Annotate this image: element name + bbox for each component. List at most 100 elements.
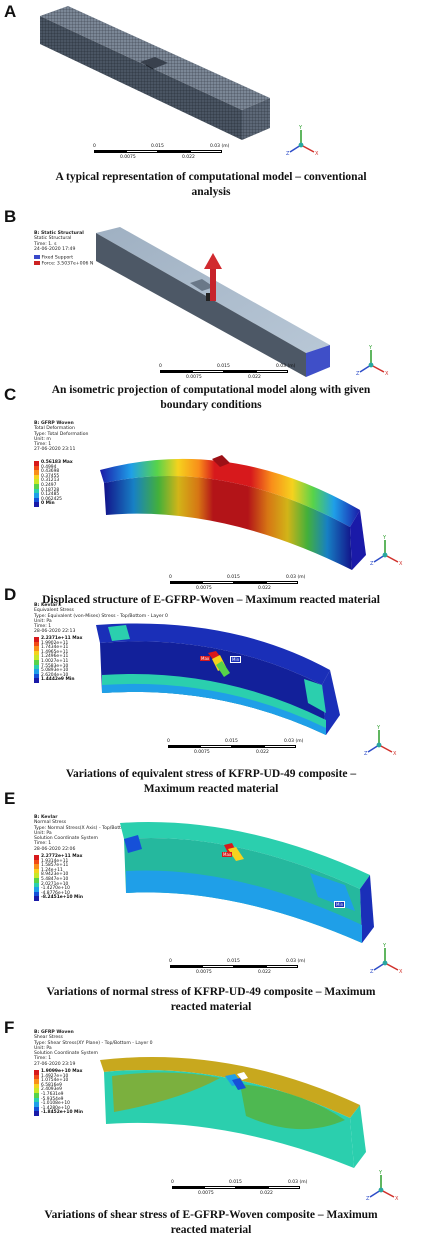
legend-entry: 0.43698 [34,469,73,475]
legend-entry: 0.31213 [34,479,73,484]
analysis-info: B: Static Structural Static Structural T… [34,231,94,267]
legend-entry: 6.5816e9 [34,1082,83,1089]
panel-letter: E [4,789,16,808]
legend-swatch [34,1079,39,1084]
isometric-beam-model [96,227,330,377]
legend-swatch [34,1074,39,1080]
legend-swatch [34,877,39,883]
force-arrow [210,267,216,301]
legend-label: 7.5583e+10 [41,663,69,669]
legend-swatch [34,882,39,888]
caption-a: A typical representation of computationa… [55,171,367,198]
analysis-info: B: GFRP Woven Total Deformation Type: To… [34,421,89,453]
svg-text:X: X [395,1196,399,1202]
legend-swatch [34,1102,39,1107]
legend-swatch [34,659,39,665]
legend-swatch [34,483,39,489]
scale-bar: 0 0.015 0.03 (m) 0.0075 0.022 [169,959,306,975]
legend-swatch [34,479,39,484]
axis-triad: Y X Z [370,943,403,975]
legend-entry: 0.18728 [34,487,73,494]
svg-text:X: X [399,969,403,975]
legend-label: 1.0754e+10 [41,1078,69,1084]
bc-force: Force: 3.5037e+006 N [34,260,93,267]
panel-letter: B [4,207,17,226]
min-marker: Min [230,656,242,663]
min-marker: Min [334,901,346,908]
panel-letter: D [4,585,17,604]
legend-label: 1.9902e+11 [41,640,69,646]
legend-label: -4.8776e+10 [41,890,70,896]
legend-swatch [34,664,39,670]
legend-swatch [34,470,39,475]
legend-label: 1.5857e+11 [41,863,69,869]
color-legend: 0.56183 Max 0.4994 0.43698 0.37455 0.31213 0.… [34,460,73,507]
legend-label: 0 Min [41,501,55,507]
legend-label: 2.4093e9 [41,1087,62,1093]
legend-label: -1.7631e9 [41,1091,64,1097]
axis-triad: Y X Z [366,1170,399,1202]
svg-text:Y: Y [368,345,373,351]
analysis-info: B: Kevlar Equivalent Stress Type: Equiva… [34,603,168,635]
legend-swatch [34,891,39,897]
legend-label: 8.9423e+10 [41,872,69,878]
legend-entry: 5.4847e+10 [34,877,83,883]
legend-entry: 0.2497 [34,482,73,489]
svg-text:Y: Y [298,125,303,131]
legend-label: 1.4442e9 Min [41,677,75,683]
legend-label: 0.56183 Max [41,460,73,465]
panel-f: F B: GFRP Woven Shear Stress Type: Shear… [0,1018,422,1244]
caption-d: Variations of equivalent stress of KFRP-… [65,768,357,795]
legend-label: -5.9354e9 [41,1096,64,1102]
scale-bar: 0 0.015 0.03 (m) 0.0075 0.022 [93,144,230,160]
scale-bar: 0 0.015 0.03 (m) 0.0075 0.022 [169,575,306,591]
legend-entry: 1.4442e9 Min [34,678,82,683]
legend-entry: -1.4280e+10 [34,1106,83,1112]
legend-entry: 5.0893e+10 [34,668,82,674]
legend-swatch [34,461,39,466]
legend-label: 6.5816e9 [41,1082,62,1088]
legend-entry: -1.4270e+10 [34,886,83,892]
legend-entry: 2.2772e+11 Max [34,854,83,860]
svg-text:Y: Y [382,535,387,541]
legend-entry: 1.5857e+11 [34,863,83,869]
legend-swatch [34,1106,39,1112]
legend-entry: 0.062425 [34,497,73,503]
legend-label: -1.8452e+10 Min [41,1110,84,1116]
legend-swatch [34,859,39,865]
legend-swatch [34,673,39,679]
color-legend: 1.9099e+10 Max 1.4927e+10 1.0754e+10 6.5816… [34,1069,83,1116]
svg-text:Z: Z [370,561,374,567]
svg-text:X: X [393,751,397,757]
legend-entry: -1.8452e+10 Min [34,1111,83,1116]
legend-label: 0.2497 [41,482,57,488]
legend-label: 0.18728 [41,487,60,493]
legend-swatch [34,678,39,683]
legend-label: 1.7434e+11 [41,645,69,651]
legend-entry: 0.12485 [34,492,73,498]
legend-entry: 1.0027e+11 [34,659,82,665]
normal-stress-beam [120,822,374,943]
legend-swatch [34,646,39,651]
legend-entry: 1.7434e+11 [34,645,82,651]
axis-triad: Y X Z [364,725,397,757]
caption-b: An isometric projection of computational… [51,384,371,411]
svg-text:Z: Z [356,371,360,377]
panel-e: E B: Kevlar Normal Stress Type: Normal S… [0,789,422,1020]
axis-triad: Y X Z [370,535,403,567]
legend-entry: 2.0271e+10 [34,882,83,888]
legend-label: 1.24e+11 [41,867,63,873]
color-legend: 2.2371e+11 Max 1.9902e+11 1.7434e+11 1.4965… [34,636,82,683]
legend-swatch [34,493,39,498]
svg-text:Y: Y [378,1170,383,1176]
legend-swatch [34,887,39,892]
legend-label: -8.2451e+10 Min [41,895,84,901]
legend-swatch [34,873,39,878]
legend-label: 0.31213 [41,478,60,484]
legend-swatch [34,855,39,860]
legend-label: 1.4927e+10 [41,1073,69,1079]
legend-label: 0.12485 [41,492,60,498]
max-marker: Max [222,852,233,857]
panel-d: D B: Kevlar Equivalent Stress Type: Equi… [0,585,422,815]
panel-a: A 0 0.015 0.03 (m) [0,0,422,205]
